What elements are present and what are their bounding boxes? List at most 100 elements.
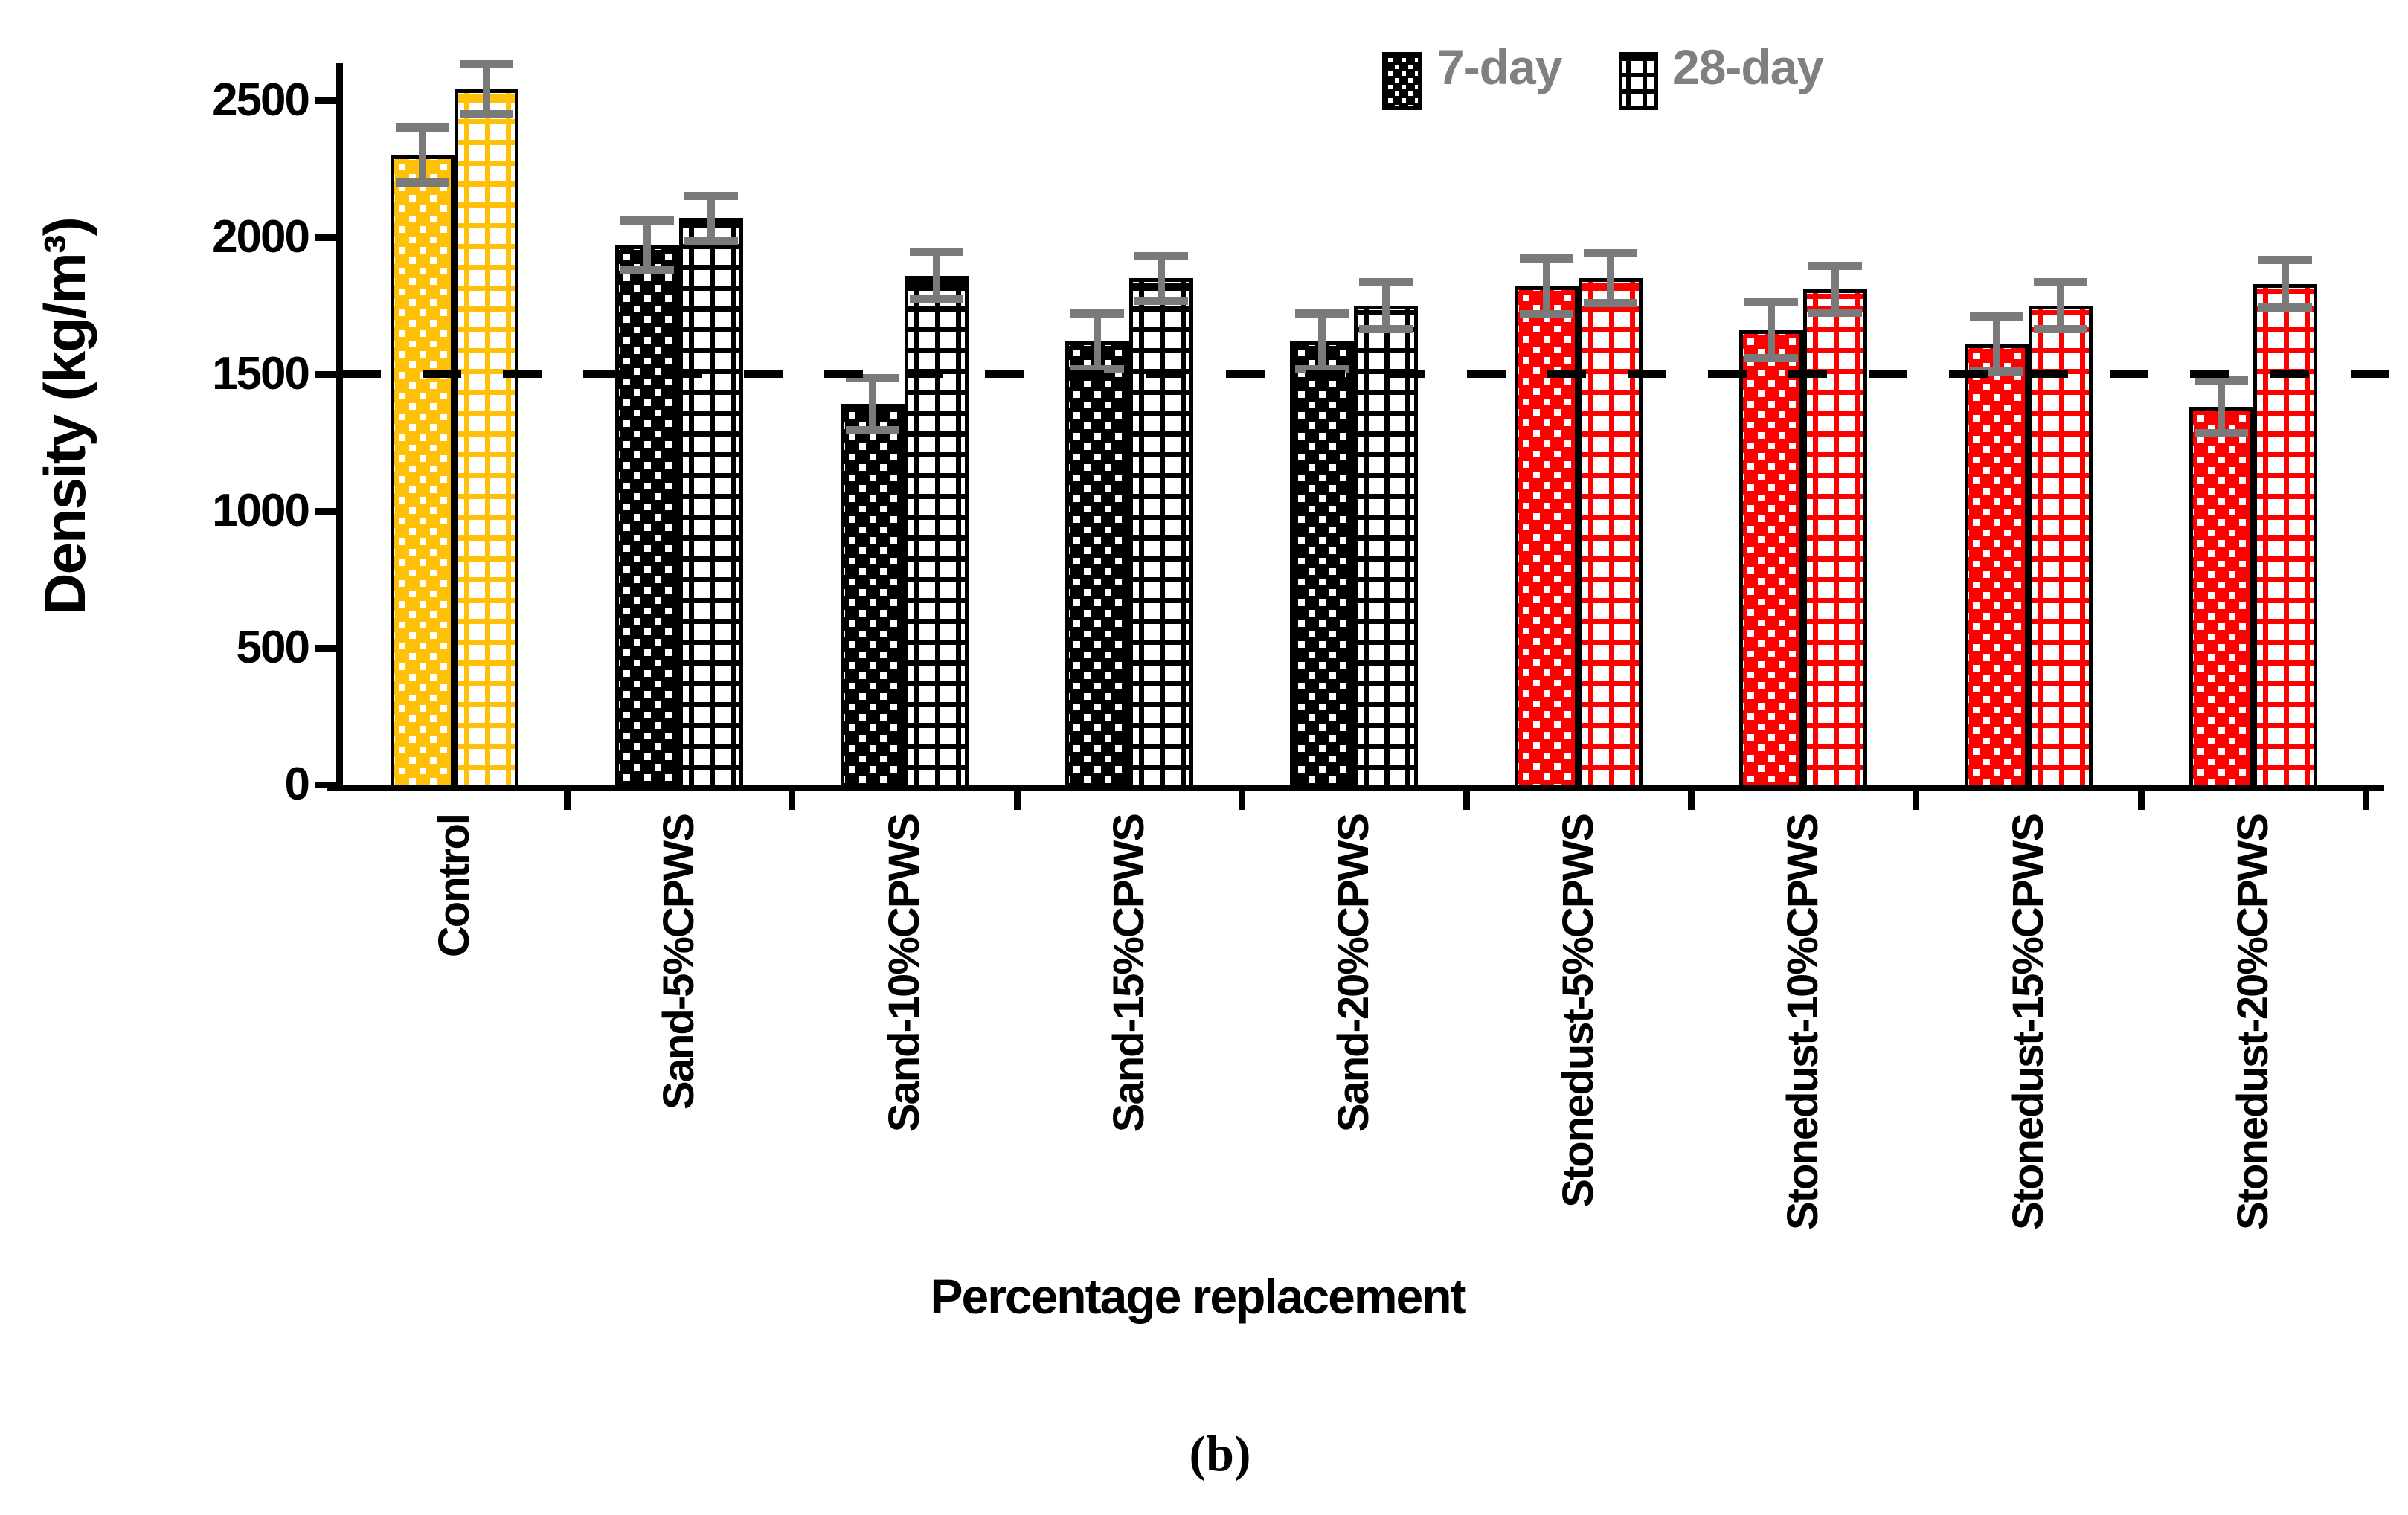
x-label-sand-20-cpws: Sand-20%CPWS [1329,814,1378,1133]
error-cap-bottom-28-day-stonedust-5-cpws [1584,299,1638,308]
error-cap-bottom-28-day-sand-5-cpws [684,236,739,245]
x-tick-6 [1688,785,1695,810]
x-tick-5 [1463,785,1470,810]
x-label-control: Control [430,814,479,958]
bar-28-day-stonedust-5-cpws [1579,278,1643,788]
x-label-stonedust-15-cpws: Stonedust-15%CPWS [2003,814,2052,1230]
error-cap-top-7-day-stonedust-5-cpws [1520,254,1574,263]
y-tick-label-0: 0 [284,759,310,810]
legend-swatch-28day-icon [1619,52,1658,110]
y-tick-0 [315,782,342,788]
error-cap-bottom-28-day-stonedust-10-cpws [1808,309,1863,318]
bar-7-day-control [391,155,455,788]
y-tick-1500 [315,371,342,378]
bar-7-day-sand-15-cpws [1065,341,1129,788]
error-cap-top-28-day-stonedust-10-cpws [1808,261,1863,270]
error-cap-bottom-7-day-sand-20-cpws [1294,364,1349,373]
y-tick-label-500: 500 [236,622,310,673]
error-cap-top-7-day-sand-10-cpws [845,373,899,382]
bar-28-day-stonedust-10-cpws [1803,289,1868,788]
error-bar-28-day-sand-5-cpws [707,196,716,240]
error-bar-28-day-stonedust-15-cpws [2056,282,2064,329]
y-tick-label-1000: 1000 [212,485,310,536]
y-tick-2500 [315,97,342,104]
error-cap-top-28-day-sand-15-cpws [1134,251,1188,260]
error-cap-bottom-28-day-sand-10-cpws [909,295,963,303]
x-tick-7 [1913,785,1920,810]
bar-28-day-stonedust-15-cpws [2028,306,2093,788]
y-axis-line [336,63,343,791]
bar-7-day-sand-20-cpws [1289,341,1354,788]
y-tick-1000 [315,508,342,515]
bar-7-day-stonedust-10-cpws [1739,330,1804,788]
error-cap-bottom-7-day-sand-5-cpws [620,266,675,275]
error-bar-28-day-sand-10-cpws [932,252,940,299]
error-cap-bottom-7-day-stonedust-10-cpws [1744,353,1799,362]
legend-swatch-7day-icon [1382,52,1422,110]
error-cap-bottom-28-day-control [460,110,514,119]
bar-28-day-sand-10-cpws [904,275,969,788]
x-tick-2 [789,785,796,810]
x-label-stonedust-5-cpws: Stonedust-5%CPWS [1554,814,1603,1208]
error-cap-top-28-day-sand-10-cpws [909,248,963,257]
error-cap-bottom-7-day-control [396,178,450,187]
error-cap-bottom-7-day-sand-15-cpws [1070,364,1124,373]
error-cap-top-7-day-stonedust-10-cpws [1744,298,1799,307]
error-cap-top-28-day-stonedust-20-cpws [2258,256,2312,265]
x-label-stonedust-10-cpws: Stonedust-10%CPWS [1779,814,1828,1230]
bar-28-day-sand-15-cpws [1128,278,1193,788]
y-tick-2000 [315,234,342,241]
error-cap-top-28-day-stonedust-15-cpws [2033,277,2087,286]
error-cap-bottom-7-day-stonedust-20-cpws [2194,429,2248,438]
error-cap-top-28-day-sand-20-cpws [1358,277,1413,286]
error-cap-top-7-day-sand-20-cpws [1294,309,1349,318]
error-cap-top-7-day-sand-5-cpws [620,216,675,225]
error-bar-28-day-stonedust-10-cpws [1831,266,1840,313]
reference-line-1500 [342,370,2392,378]
error-bar-28-day-sand-20-cpws [1381,282,1390,329]
bar-28-day-sand-5-cpws [679,218,744,788]
error-cap-top-28-day-stonedust-5-cpws [1584,249,1638,258]
figure-caption: (b) [1189,1425,1251,1482]
error-cap-bottom-28-day-stonedust-15-cpws [2033,325,2087,334]
error-cap-bottom-7-day-stonedust-5-cpws [1520,310,1574,319]
error-cap-top-7-day-control [396,123,450,132]
x-tick-1 [564,785,571,810]
y-axis-title: Density (kg/m³) [32,218,97,615]
error-cap-top-7-day-stonedust-20-cpws [2194,376,2248,385]
error-cap-top-28-day-control [460,60,514,69]
bar-28-day-sand-20-cpws [1353,306,1418,788]
y-tick-500 [315,645,342,652]
bar-7-day-stonedust-15-cpws [1964,344,2029,788]
error-bar-28-day-control [483,65,491,115]
error-bar-7-day-sand-15-cpws [1093,314,1101,369]
error-cap-bottom-7-day-sand-10-cpws [845,426,899,435]
error-cap-top-28-day-sand-5-cpws [684,191,739,200]
error-bar-7-day-sand-20-cpws [1317,314,1326,369]
bar-28-day-stonedust-20-cpws [2253,283,2317,788]
x-label-sand-5-cpws: Sand-5%CPWS [655,814,704,1110]
error-cap-top-7-day-stonedust-15-cpws [1969,312,2023,321]
bar-7-day-sand-10-cpws [840,404,905,788]
error-bar-7-day-stonedust-10-cpws [1768,303,1776,358]
x-label-sand-15-cpws: Sand-15%CPWS [1104,814,1153,1133]
x-tick-4 [1238,785,1245,810]
x-tick-8 [2137,785,2145,810]
x-axis-title: Percentage replacement [930,1269,1466,1324]
error-cap-top-7-day-sand-15-cpws [1070,309,1124,318]
y-tick-label-2000: 2000 [212,211,310,263]
legend-label-28day: 28-day [1672,39,1824,94]
y-tick-label-1500: 1500 [212,348,310,399]
error-bar-7-day-control [419,127,427,183]
error-bar-7-day-stonedust-5-cpws [1543,259,1551,315]
error-bar-7-day-sand-5-cpws [643,220,652,271]
bar-7-day-stonedust-5-cpws [1515,286,1579,788]
legend-label-7day: 7-day [1437,39,1562,94]
error-bar-7-day-stonedust-20-cpws [2217,381,2225,434]
y-tick-label-2500: 2500 [212,74,310,126]
error-bar-28-day-stonedust-20-cpws [2281,260,2289,307]
error-cap-bottom-28-day-sand-15-cpws [1134,296,1188,305]
x-label-sand-10-cpws: Sand-10%CPWS [879,814,928,1133]
x-tick-3 [1013,785,1021,810]
